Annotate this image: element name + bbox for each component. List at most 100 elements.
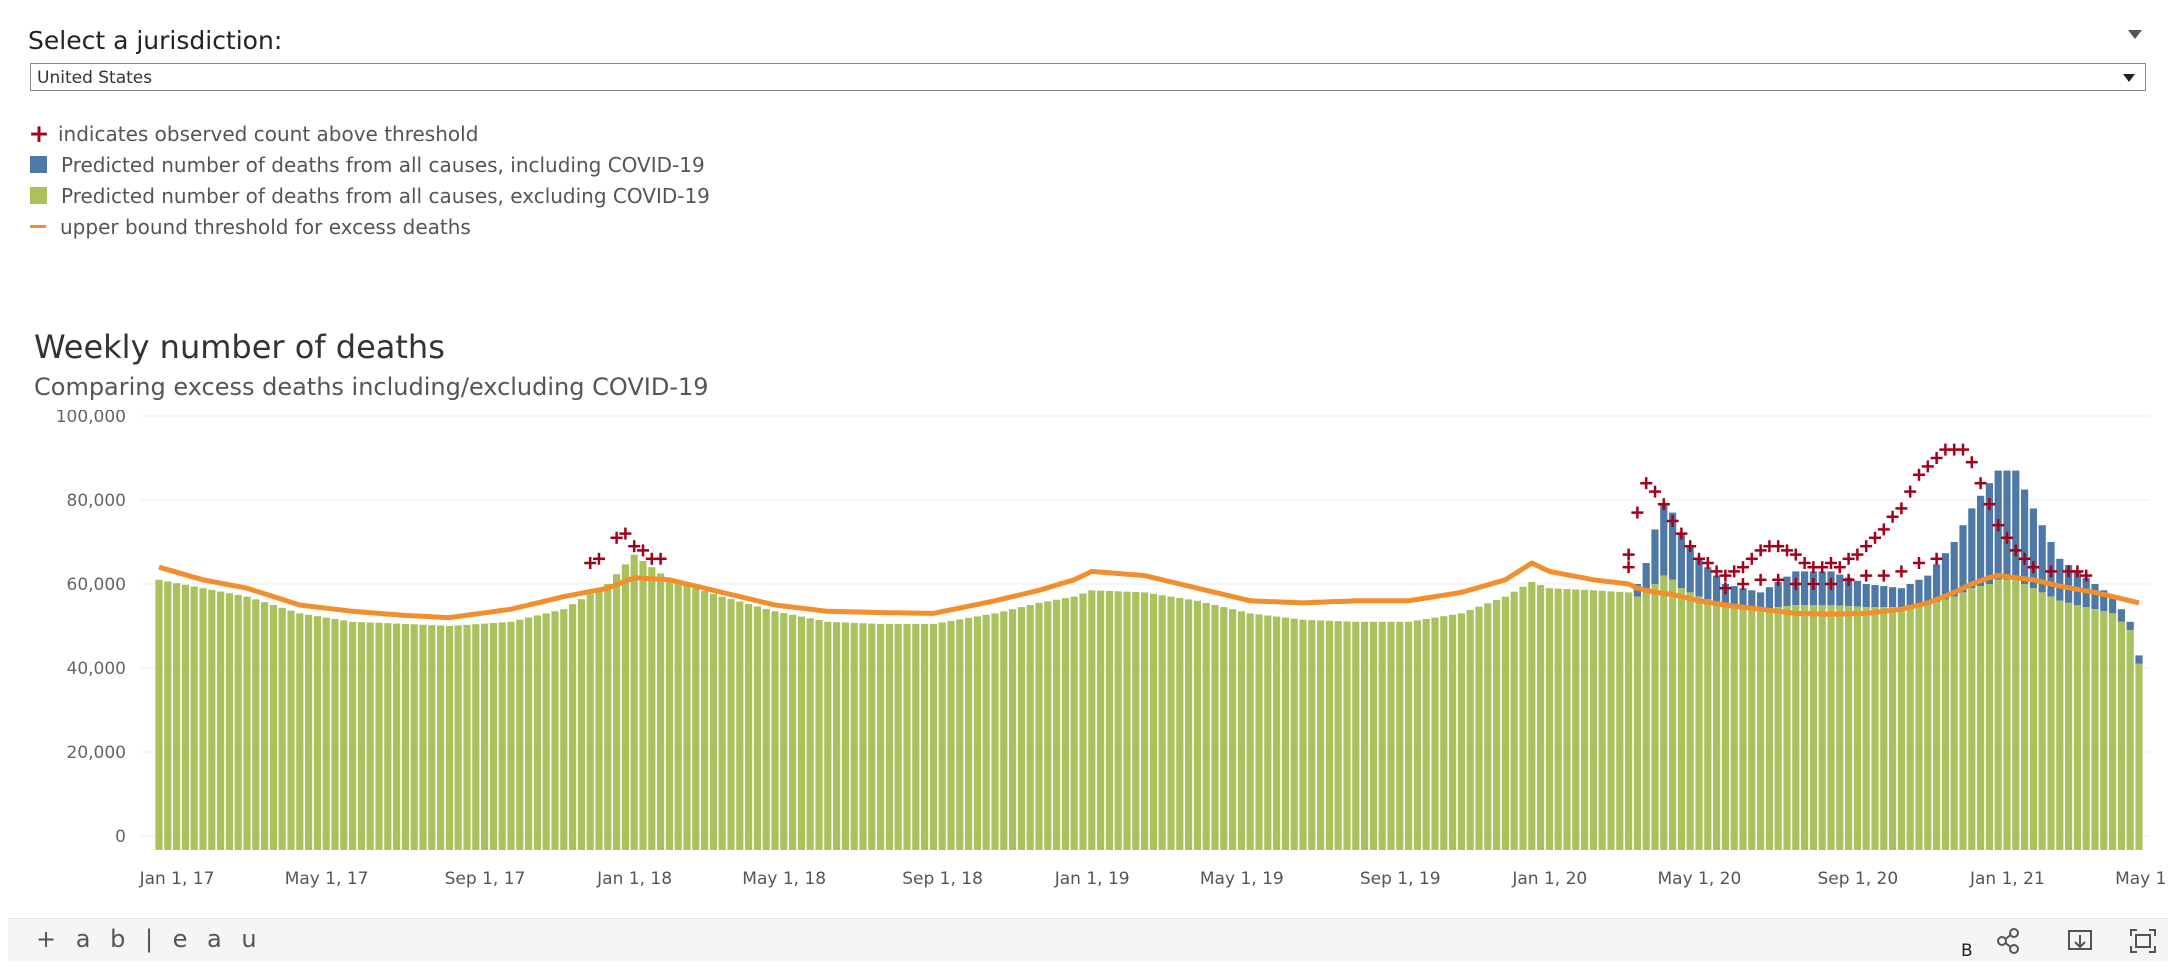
above-threshold-marker[interactable]: [1825, 557, 1837, 569]
chevron-down-icon[interactable]: [2123, 74, 2135, 82]
above-threshold-marker[interactable]: [610, 531, 623, 544]
bar-excluding-covid: [2073, 605, 2081, 850]
bar-excluding-covid: [2029, 588, 2037, 850]
bar-excluding-covid: [1308, 620, 1316, 850]
above-threshold-marker[interactable]: [2045, 565, 2057, 578]
above-threshold-marker[interactable]: [2027, 561, 2040, 574]
above-threshold-marker[interactable]: [1807, 578, 1820, 590]
weekly-deaths-chart[interactable]: 0 20,000 40,000 60,000 80,000 100,000 Jan 1, 1…: [0, 410, 2168, 910]
above-threshold-marker[interactable]: [1983, 498, 1996, 511]
above-threshold-marker[interactable]: [637, 544, 649, 557]
jurisdiction-dropdown-arrow-icon[interactable]: [2128, 30, 2142, 39]
above-threshold-marker[interactable]: [1965, 456, 1978, 469]
above-threshold-marker[interactable]: [1737, 578, 1749, 590]
square-icon: [30, 187, 47, 204]
bar-including-covid: [1721, 584, 1729, 605]
bar-excluding-covid: [1352, 621, 1360, 850]
above-threshold-marker[interactable]: [1921, 460, 1934, 473]
share-icon[interactable]: [1994, 927, 2024, 955]
bar-excluding-covid: [1413, 620, 1421, 850]
above-threshold-marker[interactable]: [1913, 557, 1925, 569]
plus-icon: +: [28, 119, 50, 148]
above-threshold-marker[interactable]: [1710, 565, 1723, 578]
tableau-logo[interactable]: + a b | e a u: [36, 925, 263, 953]
above-threshold-marker[interactable]: [1649, 485, 1661, 498]
above-threshold-marker[interactable]: [1754, 573, 1767, 586]
jurisdiction-select[interactable]: United States: [30, 63, 2146, 91]
above-threshold-marker[interactable]: [1860, 569, 1873, 582]
above-threshold-marker[interactable]: [1657, 498, 1670, 511]
bar-excluding-covid: [1158, 595, 1166, 850]
above-threshold-marker[interactable]: [2018, 552, 2031, 565]
above-threshold-marker[interactable]: [1957, 443, 1969, 456]
above-threshold-marker[interactable]: [593, 552, 605, 565]
download-icon[interactable]: [2065, 927, 2095, 955]
above-threshold-marker[interactable]: [1895, 502, 1908, 515]
above-threshold-marker[interactable]: [1833, 561, 1846, 574]
above-threshold-marker[interactable]: [1728, 565, 1741, 578]
above-threshold-marker[interactable]: [1842, 552, 1855, 565]
above-threshold-marker[interactable]: [2009, 544, 2022, 557]
bar-including-covid: [2091, 584, 2099, 610]
above-threshold-marker[interactable]: [1886, 510, 1899, 523]
above-threshold-marker[interactable]: [1622, 561, 1635, 574]
above-threshold-marker[interactable]: [1860, 540, 1873, 553]
above-threshold-marker[interactable]: [1622, 548, 1635, 561]
above-threshold-marker[interactable]: [1693, 552, 1705, 565]
above-threshold-marker[interactable]: [654, 552, 667, 565]
above-threshold-marker[interactable]: [1737, 561, 1749, 574]
above-threshold-marker[interactable]: [1869, 531, 1881, 544]
above-threshold-marker[interactable]: [2080, 569, 2093, 582]
above-threshold-marker[interactable]: [1781, 544, 1793, 557]
bar-including-covid: [1977, 495, 1985, 587]
above-threshold-marker[interactable]: [1789, 578, 1802, 590]
above-threshold-marker[interactable]: [1913, 468, 1925, 481]
bar-excluding-covid: [463, 624, 471, 850]
above-threshold-marker[interactable]: [1798, 557, 1811, 569]
above-threshold-marker[interactable]: [1789, 548, 1802, 561]
above-threshold-marker[interactable]: [1754, 544, 1767, 557]
above-threshold-marker[interactable]: [584, 557, 597, 569]
above-threshold-marker[interactable]: [1701, 557, 1714, 569]
above-threshold-marker[interactable]: [1825, 578, 1837, 590]
above-threshold-marker[interactable]: [2071, 565, 2084, 578]
legend-item-threshold: upper bound threshold for excess deaths: [28, 211, 710, 242]
bar-excluding-covid: [1968, 588, 1976, 850]
above-threshold-marker[interactable]: [1745, 552, 1758, 565]
above-threshold-marker[interactable]: [1631, 506, 1644, 519]
above-threshold-marker[interactable]: [1842, 573, 1855, 586]
above-threshold-marker[interactable]: [1930, 452, 1943, 464]
above-threshold-marker[interactable]: [1992, 519, 2005, 532]
bar-excluding-covid: [727, 599, 735, 850]
bar-excluding-covid: [1625, 592, 1633, 850]
bar-excluding-covid: [789, 614, 797, 850]
bar-excluding-covid: [1299, 619, 1307, 850]
above-threshold-marker[interactable]: [1851, 548, 1864, 561]
bar-excluding-covid: [762, 608, 770, 850]
above-threshold-marker[interactable]: [2001, 531, 2013, 544]
above-threshold-marker[interactable]: [1895, 565, 1908, 578]
above-threshold-marker[interactable]: [1666, 515, 1679, 527]
bar-excluding-covid: [1237, 611, 1245, 850]
above-threshold-marker[interactable]: [1675, 527, 1688, 540]
above-threshold-marker[interactable]: [1904, 485, 1917, 498]
above-threshold-marker[interactable]: [1684, 540, 1697, 553]
above-threshold-marker[interactable]: [1640, 477, 1653, 490]
above-threshold-marker[interactable]: [619, 527, 632, 540]
bar-excluding-covid: [1061, 598, 1069, 850]
above-threshold-marker[interactable]: [1772, 540, 1785, 553]
bar-including-covid: [2056, 558, 2064, 601]
above-threshold-marker[interactable]: [1772, 573, 1785, 586]
bar-excluding-covid: [1449, 614, 1457, 850]
above-threshold-marker[interactable]: [628, 540, 641, 553]
above-threshold-marker[interactable]: [1930, 552, 1943, 565]
above-threshold-marker[interactable]: [1877, 569, 1890, 582]
above-threshold-marker[interactable]: [1816, 561, 1829, 574]
above-threshold-marker[interactable]: [1719, 582, 1732, 595]
fullscreen-icon[interactable]: [2128, 927, 2158, 955]
line-icon: [30, 225, 46, 228]
above-threshold-marker[interactable]: [1877, 523, 1890, 536]
above-threshold-marker[interactable]: [1974, 477, 1987, 490]
bar-excluding-covid: [1185, 599, 1193, 850]
above-threshold-marker[interactable]: [1719, 569, 1732, 582]
